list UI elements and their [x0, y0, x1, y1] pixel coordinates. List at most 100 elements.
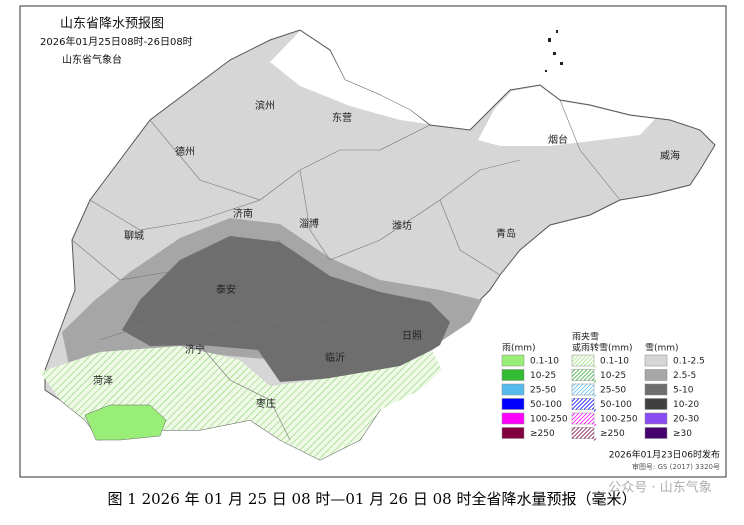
legend-hatch [571, 398, 576, 402]
legend-hatch [571, 383, 576, 388]
legend-hatch [591, 407, 595, 410]
legend-hatch [579, 398, 592, 410]
city-label: 滨州 [255, 99, 275, 112]
legend-hatch [571, 398, 584, 410]
legend-hatch [571, 354, 576, 359]
legend-hatch [575, 383, 588, 396]
city-label: 枣庄 [256, 397, 276, 410]
legend-swatch [571, 398, 595, 410]
legend-hatch [583, 370, 595, 381]
snow-5-10-zone [122, 236, 450, 382]
city-label: 潍坊 [392, 219, 412, 232]
legend-swatch [644, 398, 668, 410]
legend-swatch [644, 354, 668, 367]
legend-hatch [571, 412, 584, 425]
legend-label: 25-50 [600, 386, 626, 396]
legend-label: 50-100 [530, 400, 562, 410]
city-label: 东营 [332, 111, 352, 124]
legend-hatch [571, 369, 580, 377]
rain-zone [84, 404, 167, 441]
legend-swatch [644, 427, 668, 439]
legend-hatch [593, 365, 597, 369]
legend-hatch [591, 421, 595, 425]
no-precip-north [270, 31, 428, 124]
legend-hatch [571, 354, 580, 363]
county-borders [71, 99, 621, 441]
legend-hatch [583, 428, 595, 439]
legend-hatch [575, 354, 588, 367]
legend-swatch [571, 412, 595, 425]
legend-group-title: 雨夹雪 [572, 331, 599, 343]
legend-hatch [575, 369, 588, 381]
city-label: 泰安 [216, 283, 236, 296]
legend-swatch [644, 369, 668, 381]
legend-swatch [501, 427, 525, 439]
legend-hatch [583, 384, 595, 396]
legend-label: 10-20 [673, 400, 699, 410]
legend-swatch [571, 427, 595, 439]
legend-hatch [593, 394, 597, 398]
legend-hatch [591, 392, 595, 396]
city-label: 烟台 [548, 133, 568, 146]
legend-hatch [571, 369, 576, 373]
legend-hatch [591, 436, 595, 439]
legend-hatch [571, 427, 580, 435]
map-issuer: 山东省气象台 [62, 53, 122, 66]
legend-hatch [571, 398, 580, 406]
legend-group-title: 雪(mm) [645, 343, 679, 354]
legend-label: 0.1-10 [600, 357, 629, 367]
legend-hatch [587, 432, 595, 439]
legend-swatch [644, 383, 668, 396]
map [40, 29, 716, 461]
legend-hatch [583, 355, 595, 367]
legend-hatch [575, 427, 588, 439]
legend-hatch [587, 403, 595, 410]
legend-hatch [579, 427, 592, 439]
legend-label: ≥250 [600, 429, 625, 439]
legend-hatch [587, 388, 595, 396]
legend-hatch [571, 369, 584, 381]
legend-hatch [571, 354, 584, 367]
legend-group-title: 雨(mm) [502, 343, 536, 354]
legend-swatch [501, 398, 525, 410]
legend-hatch [571, 412, 576, 417]
city-label: 菏泽 [93, 375, 113, 387]
legend-swatch [501, 412, 525, 425]
legend-swatch [501, 383, 525, 396]
legend-hatch [593, 409, 597, 412]
city-label: 日照 [402, 330, 422, 342]
city-label: 济宁 [185, 343, 205, 356]
legend-hatch [583, 413, 595, 425]
legend-hatch [593, 438, 597, 441]
legend-label: 100-250 [600, 415, 638, 425]
legend-hatch [571, 412, 580, 421]
legend-label: 50-100 [600, 400, 632, 410]
legend-hatch [571, 427, 584, 439]
legend-swatch [571, 369, 595, 381]
legend-hatch [579, 412, 592, 425]
legend-hatch [587, 374, 595, 381]
legend-hatch [583, 399, 595, 410]
legend-hatch [579, 354, 592, 367]
legend-hatch [591, 363, 595, 367]
legend-label: 5-10 [673, 386, 694, 396]
watermark: 公众号 · 山东气象 [608, 480, 711, 496]
caption: 图 1 2026 年 01 月 25 日 08 时—01 月 26 日 08 时… [108, 490, 637, 508]
legend-label: ≥250 [530, 429, 555, 439]
legend: 雨(mm) 0.1-10 10-25 25-50 50-100 100-250 ≥250 雨夹… [501, 331, 705, 441]
legend-hatch [571, 383, 584, 396]
legend-hatch [571, 383, 580, 392]
legend-label: 0.1-2.5 [673, 357, 705, 367]
map-period: 2026年01月25日08时-26日08时 [40, 35, 193, 48]
map-title: 山东省降水预报图 [60, 17, 164, 32]
legend-hatch [575, 412, 588, 425]
legend-swatch [571, 354, 595, 367]
legend-label: 10-25 [530, 371, 556, 381]
legend-label: ≥30 [673, 429, 692, 439]
legend-hatch [593, 423, 597, 427]
legend-hatch [587, 417, 595, 425]
legend-hatch [579, 369, 592, 381]
legend-swatch [644, 412, 668, 425]
